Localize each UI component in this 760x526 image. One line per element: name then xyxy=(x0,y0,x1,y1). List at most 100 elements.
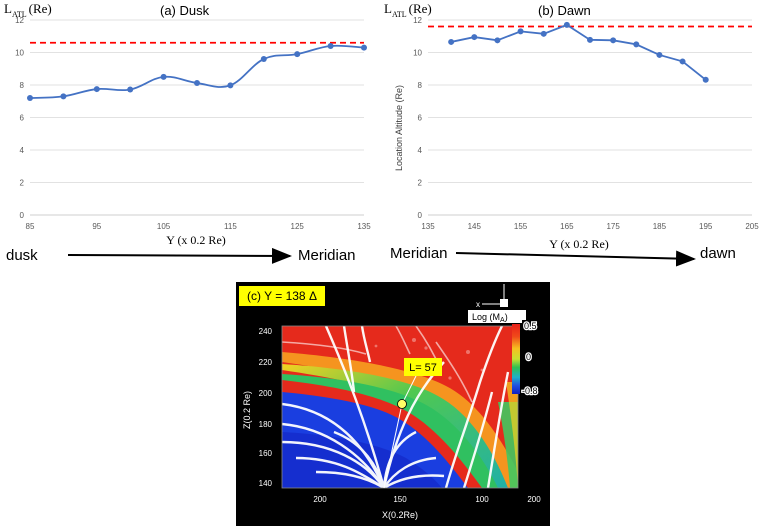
panel-c-label-box xyxy=(239,286,325,306)
colorbar-tick-mid: 0 xyxy=(526,352,531,362)
chart-a-point-115 xyxy=(227,82,234,89)
chart-b-point-170 xyxy=(587,36,593,43)
chart-a-ytick-0: 0 xyxy=(20,211,25,220)
arrow-b xyxy=(455,250,696,267)
annotation-point xyxy=(397,399,407,409)
svg-text:LATL(Re): LATL (Re) xyxy=(4,1,52,19)
field-lines xyxy=(282,326,510,488)
chart-b-point-140 xyxy=(448,38,455,45)
chart-a-ytick-10: 10 xyxy=(15,49,24,58)
ytick-220: 220 xyxy=(259,358,273,367)
chart-a-xtick-125: 125 xyxy=(291,222,305,231)
chart-b-xtick-175: 175 xyxy=(606,222,620,231)
arrow-a-right-label: Meridian xyxy=(298,247,356,264)
chart-b-ytick-4: 4 xyxy=(418,146,423,155)
chart-b-point-155 xyxy=(517,28,524,35)
chart-a-ytick-2: 2 xyxy=(20,179,25,188)
xtick-extra: 200 xyxy=(527,495,541,504)
chart-b-xtick-145: 145 xyxy=(468,222,482,231)
chart-a-point-110 xyxy=(194,80,200,87)
chart-a-point-125 xyxy=(294,51,301,58)
panel-b-xlabel: Y (x 0.2 Re) xyxy=(549,237,609,251)
ytick-140: 140 xyxy=(259,479,273,488)
chart-a-xtick-115: 115 xyxy=(224,222,237,231)
xtick-150: 150 xyxy=(393,495,407,504)
colorbar-tick-top: 0.5 xyxy=(524,321,537,331)
chart-b-xtick-185: 185 xyxy=(653,222,667,231)
xtick-200: 200 xyxy=(313,495,327,504)
arrow-a-left-label: dusk xyxy=(6,247,38,264)
chart-b-xtick-195: 195 xyxy=(699,222,713,231)
chart-b-ytick-12: 12 xyxy=(413,16,422,25)
panel-b-yaxis-title: Location Altitude (Re) xyxy=(394,85,404,171)
axis-z-label: z xyxy=(508,282,513,292)
chart-b-xtick-135: 135 xyxy=(421,222,435,231)
annotation-label: L= 57 xyxy=(409,362,437,374)
chart-a-xtick-105: 105 xyxy=(157,222,171,231)
panel-c-label: (c) Y = 138 Δ xyxy=(247,289,317,303)
axis-indicator xyxy=(482,284,508,307)
chart-a-ytick-12: 12 xyxy=(15,16,24,25)
panel-a-xlabel: Y (x 0.2 Re) xyxy=(166,233,226,247)
ytick-180: 180 xyxy=(259,420,273,429)
chart-b-ytick-8: 8 xyxy=(418,81,423,90)
chart-b-series-line xyxy=(450,23,707,81)
chart-a-point-100 xyxy=(127,86,134,93)
chart-b-ytick-0: 0 xyxy=(418,211,423,220)
colorbar-title-bg xyxy=(468,310,526,323)
chart-b-point-190 xyxy=(679,58,686,65)
panel-a-ylabel: LATL (Re) xyxy=(4,1,52,19)
chart-b-ytick-10: 10 xyxy=(413,49,422,58)
chart-b-point-145 xyxy=(471,34,478,41)
ytick-200: 200 xyxy=(259,389,273,398)
arrow-b-left-label: Meridian xyxy=(390,245,448,262)
svg-text:LATL(Re): LATL (Re) xyxy=(384,1,432,19)
chart-b-xtick-165: 165 xyxy=(560,222,574,231)
chart-b-point-185 xyxy=(656,51,663,58)
arrow-a xyxy=(67,247,292,264)
panel-c: L= 57 (c) Y = 138 Δ z x Log (MA) 0.5 0 -… xyxy=(236,282,550,526)
panel-b-title: (b) Dawn xyxy=(538,3,591,18)
chart-b-point-160 xyxy=(540,30,547,37)
chart-a-ytick-8: 8 xyxy=(20,81,25,90)
chart-b-point-165 xyxy=(563,21,570,28)
chart-b-point-195 xyxy=(702,76,709,83)
chart-a-ytick-4: 4 xyxy=(20,146,25,155)
chart-a-point-105 xyxy=(160,73,167,80)
chart-b-ytick-6: 6 xyxy=(418,114,423,123)
chart-a-xtick-85: 85 xyxy=(26,222,35,231)
chart-a-point-135 xyxy=(361,44,367,51)
chart-a-xtick-135: 135 xyxy=(357,222,371,231)
arrow-b-right-label: dawn xyxy=(700,245,736,262)
chart-b-point-180 xyxy=(633,41,640,48)
colorbar-tick-bottom: -0.8 xyxy=(522,386,538,396)
chart-b-point-175 xyxy=(610,37,617,44)
ytick-240: 240 xyxy=(259,327,273,336)
panel-c-ylabel: Z(0.2 Re) xyxy=(242,391,252,429)
chart-b-xtick-155: 155 xyxy=(514,222,528,231)
chart-a-point-85 xyxy=(27,95,33,101)
annotation-leader xyxy=(401,375,417,405)
mach-number-map xyxy=(282,326,518,488)
annotation-box xyxy=(404,358,442,376)
panel-c-xlabel: X(0.2Re) xyxy=(382,510,418,520)
chart-a-plot: 0 2 4 6 8 10 12 85 95 105 115 125 135 xyxy=(15,16,371,231)
ytick-160: 160 xyxy=(259,449,273,458)
panel-b-ylabel: LATL (Re) xyxy=(384,1,432,19)
chart-b-point-150 xyxy=(494,37,501,44)
annotation-leader-base xyxy=(383,403,403,489)
xtick-100: 100 xyxy=(475,495,489,504)
chart-b-ytick-2: 2 xyxy=(418,179,423,188)
panel-a-title: (a) Dusk xyxy=(160,3,210,18)
top-charts: LATL (Re) (a) Dusk 0 2 4 6 8 10 12 85 95 105 115 125… xyxy=(4,1,759,267)
chart-a-xtick-95: 95 xyxy=(92,222,101,231)
colorbar xyxy=(512,324,520,394)
chart-a-point-90 xyxy=(60,93,67,100)
chart-b-plot: 0 2 4 6 8 10 12 135 145 155 165 175 185 195 205 xyxy=(413,16,759,231)
axis-x-label: x xyxy=(476,300,480,309)
chart-a-point-120 xyxy=(260,56,267,62)
chart-b-xtick-205: 205 xyxy=(745,222,759,231)
chart-a-ytick-6: 6 xyxy=(20,114,25,123)
chart-a-series-line xyxy=(29,44,365,99)
chart-a-point-130 xyxy=(327,43,334,49)
